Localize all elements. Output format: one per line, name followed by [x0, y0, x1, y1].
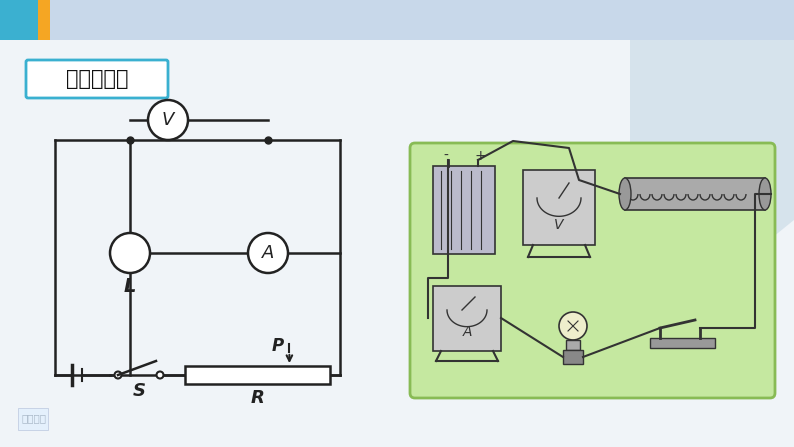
- Bar: [50, 0, 794, 40]
- FancyBboxPatch shape: [26, 60, 168, 98]
- Circle shape: [148, 100, 188, 140]
- Circle shape: [156, 371, 164, 379]
- Polygon shape: [630, 40, 794, 280]
- Bar: [18, 408, 48, 430]
- Bar: [566, 340, 580, 350]
- Text: S: S: [133, 382, 145, 400]
- Bar: [625, 178, 765, 210]
- Text: A: A: [262, 244, 274, 262]
- Circle shape: [559, 312, 587, 340]
- Bar: [563, 350, 583, 364]
- Bar: [433, 286, 501, 351]
- Text: -: -: [444, 149, 449, 163]
- Circle shape: [110, 233, 150, 273]
- Bar: [433, 166, 495, 254]
- Circle shape: [114, 371, 121, 379]
- Bar: [185, 366, 330, 384]
- Text: V: V: [554, 218, 564, 232]
- Text: +: +: [474, 149, 486, 163]
- FancyBboxPatch shape: [410, 143, 775, 398]
- Bar: [38, 0, 50, 40]
- Bar: [0, 0, 38, 40]
- Circle shape: [248, 233, 288, 273]
- Text: 为想奋斗: 为想奋斗: [22, 413, 47, 423]
- Ellipse shape: [619, 178, 631, 210]
- Text: P: P: [272, 337, 283, 355]
- Text: A: A: [462, 325, 472, 339]
- Text: 实验电路图: 实验电路图: [66, 69, 129, 89]
- Ellipse shape: [759, 178, 771, 210]
- Bar: [523, 170, 595, 245]
- Text: R: R: [251, 389, 264, 407]
- Text: V: V: [162, 111, 174, 129]
- Text: L: L: [124, 277, 137, 295]
- Bar: [650, 338, 715, 348]
